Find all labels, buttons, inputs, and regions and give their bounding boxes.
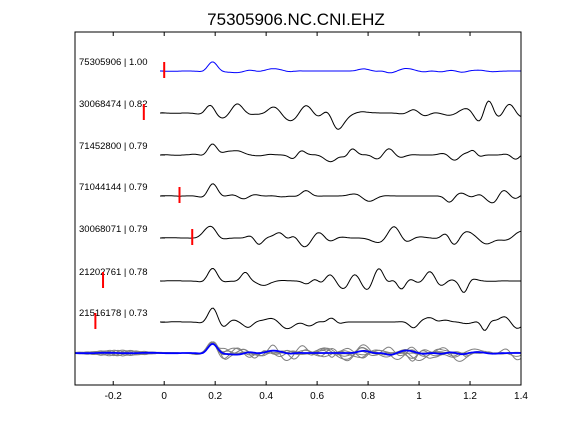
- trace-label: 30068071 | 0.79: [79, 224, 148, 235]
- x-tick-label: 0.4: [259, 391, 273, 402]
- stack-master-trace: [74, 343, 521, 356]
- x-axis: -0.2 0 0.2 0.4 0.6 0.8 1 1.2 1.4: [105, 32, 528, 402]
- trace-label: 30068474 | 0.82: [79, 99, 148, 110]
- trace-line: [161, 267, 521, 293]
- trace-line: [161, 61, 521, 74]
- trace-label: 21516178 | 0.73: [79, 308, 148, 319]
- trace-line: [161, 100, 522, 130]
- trace-label: 75305906 | 1.00: [79, 57, 148, 68]
- plot-frame: [74, 31, 522, 386]
- trace-line: [161, 307, 522, 331]
- trace-label: 21202761 | 0.78: [79, 267, 148, 278]
- trace-label: 71044144 | 0.79: [79, 182, 148, 193]
- trace-line: [161, 225, 522, 248]
- trace-line: [161, 143, 522, 163]
- chart-title: 75305906.NC.CNI.EHZ: [207, 10, 385, 29]
- stack-group: [74, 341, 522, 362]
- x-tick-label: 0: [161, 391, 167, 402]
- x-tick-label: 1: [416, 391, 422, 402]
- x-tick-label: 1.4: [514, 391, 528, 402]
- traces-group: 75305906 | 1.00 30068474 | 0.82 71452800 |…: [79, 57, 522, 331]
- x-tick-label: 0.2: [208, 391, 222, 402]
- x-tick-label: 0.8: [361, 391, 375, 402]
- trace-line: [161, 183, 522, 204]
- x-tick-label: -0.2: [105, 391, 123, 402]
- x-tick-label: 0.6: [310, 391, 324, 402]
- trace-label: 71452800 | 0.79: [79, 141, 148, 152]
- x-tick-label: 1.2: [463, 391, 477, 402]
